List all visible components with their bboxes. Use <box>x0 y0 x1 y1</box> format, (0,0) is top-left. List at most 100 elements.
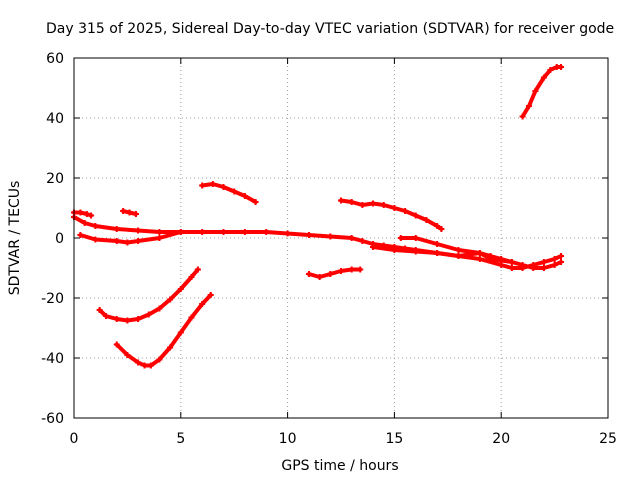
data-point <box>167 344 174 351</box>
data-point <box>487 256 494 262</box>
data-point <box>525 103 532 109</box>
data-point <box>370 200 377 207</box>
data-point <box>412 212 419 219</box>
data-point <box>284 230 291 237</box>
data-point <box>177 286 184 292</box>
data-point <box>141 362 148 369</box>
data-point <box>199 229 206 235</box>
data-point <box>188 274 195 280</box>
data-point <box>124 239 131 246</box>
data-point <box>77 209 84 216</box>
data-point <box>132 211 139 217</box>
data-point <box>209 181 216 187</box>
data-point <box>327 271 334 277</box>
data-point <box>508 259 515 265</box>
y-tick-label: 60 <box>46 51 64 67</box>
data-point <box>124 352 131 358</box>
data-point <box>558 64 565 70</box>
x-tick-label: 20 <box>492 431 510 447</box>
data-point <box>532 88 539 94</box>
data-point <box>540 265 547 271</box>
data-point <box>83 211 90 217</box>
x-tick-label: 0 <box>70 431 79 447</box>
data-point <box>498 257 505 264</box>
data-point <box>92 236 99 243</box>
data-point <box>177 229 184 235</box>
data-point <box>135 227 142 234</box>
data-point <box>455 247 462 253</box>
data-point <box>391 205 398 211</box>
data-point <box>305 232 312 238</box>
data-point <box>207 292 214 298</box>
data-point <box>194 266 201 273</box>
series-track-f <box>339 198 444 231</box>
x-axis-label: GPS time / hours <box>281 458 398 474</box>
data-point <box>551 262 558 268</box>
y-tick-label: 40 <box>46 111 64 127</box>
data-point <box>126 209 133 216</box>
data-point <box>145 311 152 318</box>
data-point <box>305 271 312 277</box>
data-point <box>558 259 565 265</box>
data-point <box>199 182 206 189</box>
data-point <box>88 212 95 219</box>
data-point <box>124 317 131 324</box>
data-point <box>77 232 84 238</box>
data-point <box>391 247 398 253</box>
data-point <box>135 316 142 322</box>
data-point <box>370 244 377 250</box>
data-point <box>147 362 154 369</box>
data-point <box>540 74 547 81</box>
data-point <box>359 202 366 208</box>
series-track-k <box>520 65 563 119</box>
data-point <box>231 188 238 195</box>
data-point <box>348 235 355 241</box>
data-point <box>220 229 227 235</box>
data-point <box>438 226 445 232</box>
data-point <box>455 253 462 259</box>
series-track-e <box>200 182 258 204</box>
data-point <box>156 229 163 235</box>
data-point <box>92 223 99 229</box>
data-point <box>113 238 120 244</box>
data-point <box>103 313 110 319</box>
data-point <box>530 265 537 271</box>
data-point <box>338 268 344 274</box>
data-point <box>135 359 142 366</box>
series-layer <box>71 64 565 369</box>
data-point <box>241 193 248 199</box>
data-point <box>113 226 120 232</box>
data-point <box>81 220 88 226</box>
data-point <box>188 314 195 321</box>
data-point <box>113 316 120 322</box>
data-point <box>357 266 364 273</box>
data-point <box>547 67 554 73</box>
data-point <box>519 262 526 268</box>
series-track-a <box>72 215 563 270</box>
data-point <box>156 305 163 312</box>
x-tick-label: 15 <box>385 431 403 447</box>
data-point <box>241 229 248 235</box>
x-tick-labels: 0 5 10 15 20 25 <box>70 431 617 447</box>
data-point <box>412 248 419 255</box>
data-point <box>199 301 206 307</box>
x-tick-label: 5 <box>176 431 185 447</box>
x-tick-label: 25 <box>599 431 617 447</box>
data-point <box>402 208 409 214</box>
data-point <box>252 199 259 205</box>
y-tick-label: -20 <box>41 291 64 307</box>
data-point <box>397 235 404 241</box>
data-point <box>135 238 142 244</box>
data-point <box>558 253 565 259</box>
y-axis-label: SDTVAR / TECUs <box>7 181 23 296</box>
data-point <box>508 265 515 271</box>
data-point <box>380 202 387 208</box>
data-point <box>434 223 441 229</box>
data-point <box>113 341 120 348</box>
data-point <box>423 217 430 223</box>
chart-title: Day 315 of 2025, Sidereal Day-to-day VTE… <box>46 21 614 37</box>
data-point <box>167 296 174 303</box>
data-point <box>348 266 355 273</box>
data-point <box>327 233 334 240</box>
